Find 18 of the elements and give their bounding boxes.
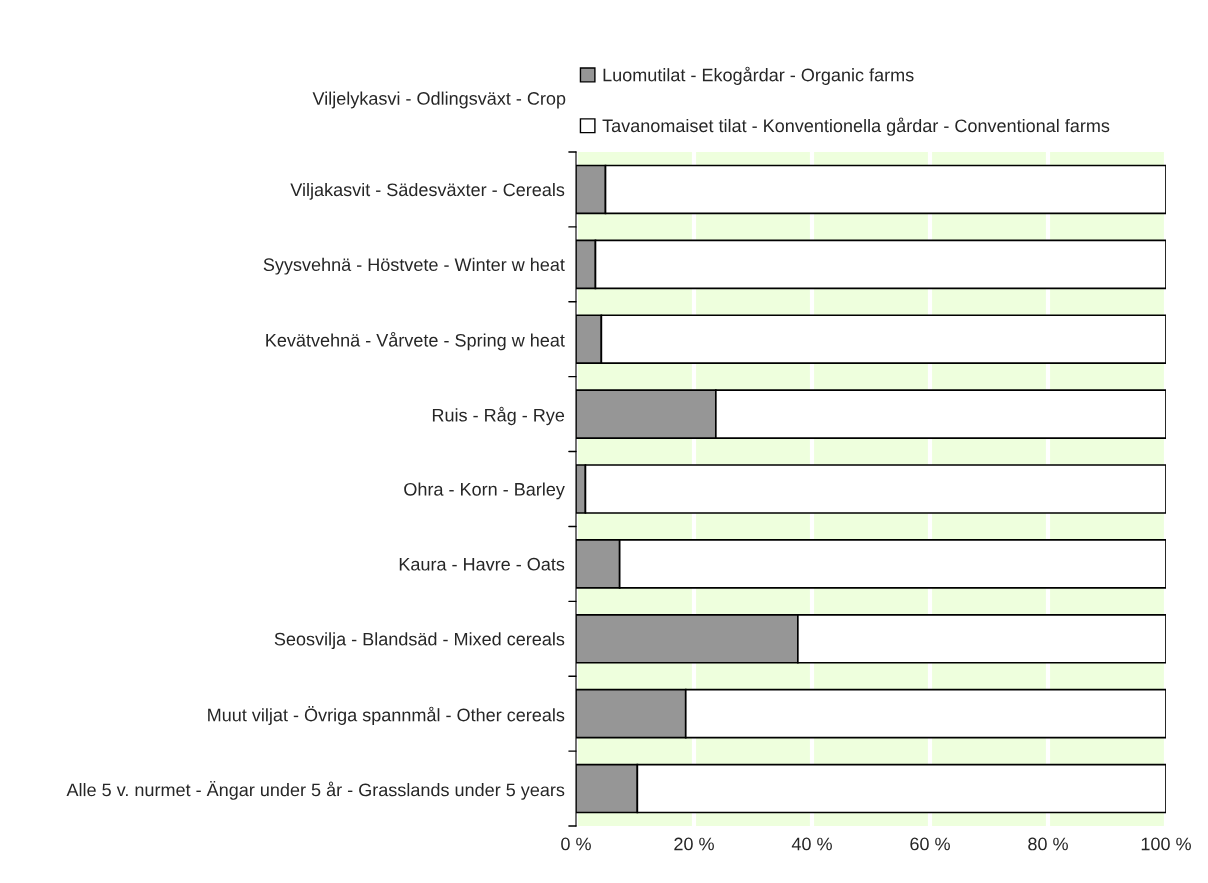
y-tick-label: Seosvilja - Blandsäd - Mixed cereals	[274, 632, 565, 650]
legend-label: Tavanomaiset tilat - Konventionella gårdar - Conventional farms	[602, 117, 1110, 136]
x-tick-label: 40 %	[791, 837, 832, 851]
x-tick-label: 80 %	[1028, 837, 1068, 851]
y-tick-label: Kaura - Havre - Oats	[399, 557, 565, 571]
y-axis-title: Viljelykasvi - Odlingsväxt - Crop	[312, 91, 566, 109]
y-tick-label: Muut viljat - Övriga spannmål - Other cereals	[208, 706, 565, 725]
y-tick-label: Ohra - Korn - Barley	[404, 482, 565, 500]
y-tick-label: Syysvehnä - Höstvete - Winter w heat	[263, 257, 565, 275]
y-tick-label: Viljakasvit - Sädesväxter - Cereals	[290, 182, 565, 200]
x-tick-label: 100 %	[1141, 837, 1191, 851]
y-tick-label: Alle 5 v. nurmet - Ängar under 5 år - Grasslands under 5 years	[66, 781, 565, 800]
x-tick-label: 0 %	[561, 837, 591, 851]
legend-label: Luomutilat - Ekogårdar - Organic farms	[603, 66, 914, 85]
y-tick-label: Ruis - Råg - Rye	[432, 406, 565, 426]
y-tick-label: Kevätvehnä - Vårvete - Spring w heat	[266, 331, 565, 351]
x-tick-label: 60 %	[910, 837, 950, 851]
x-tick-label: 20 %	[674, 837, 714, 851]
